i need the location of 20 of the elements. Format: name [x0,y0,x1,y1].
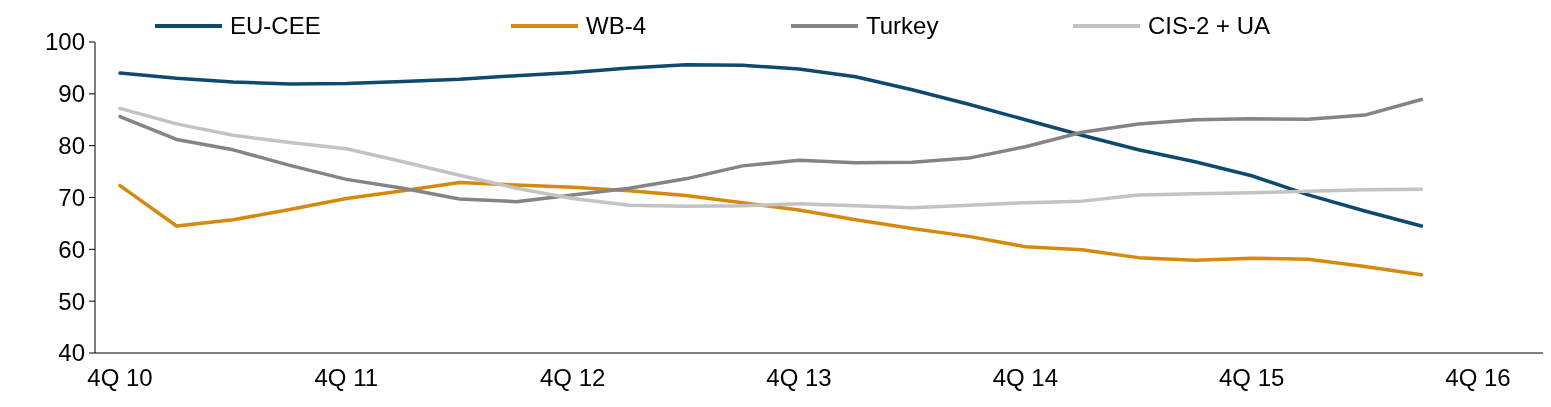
y-tick-label: 100 [44,28,85,56]
x-tick-label: 4Q 10 [87,364,153,391]
y-tick-label: 70 [58,183,85,211]
x-tick-label: 4Q 12 [539,364,606,391]
y-tick-label: 90 [58,80,85,108]
y-tick-label: 50 [58,287,85,315]
legend-label: Turkey [866,12,939,40]
x-tick-label: 4Q 14 [992,364,1059,391]
line-series [118,63,1424,228]
y-tick-label: 60 [58,235,85,263]
legend-label: WB-4 [586,12,646,40]
y-tick-label: 40 [58,339,85,367]
x-tick-label: 4Q 15 [1218,364,1285,391]
y-tick-label: 80 [58,132,85,160]
legend-label: CIS-2 + UA [1148,12,1271,40]
x-tick-label: 4Q 11 [314,364,379,391]
line-series [118,180,1424,277]
legend-label: EU-CEE [230,12,321,40]
x-tick-label: 4Q 16 [1445,364,1511,391]
x-tick-label: 4Q 13 [766,364,832,391]
